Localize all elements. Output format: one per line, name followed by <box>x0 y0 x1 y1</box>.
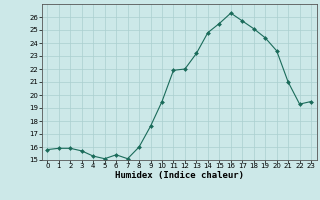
X-axis label: Humidex (Indice chaleur): Humidex (Indice chaleur) <box>115 171 244 180</box>
